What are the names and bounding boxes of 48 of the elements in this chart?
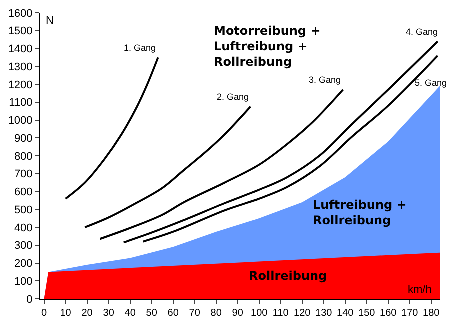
series-label: Rollreibung [249, 269, 328, 283]
line-series [84, 106, 252, 228]
x-tick-label: 50 [146, 308, 158, 319]
y-axis-title: N [46, 15, 54, 27]
x-tick-label: 130 [316, 308, 333, 319]
y-tick-label: 1600 [8, 8, 33, 20]
y-tick-label: 1200 [8, 79, 33, 92]
y-tick-label: 600 [14, 186, 33, 199]
series-label: 3. Gang [309, 75, 342, 85]
x-tick-label: 0 [42, 308, 48, 319]
x-tick-label: 20 [82, 308, 94, 319]
x-tick-label: 70 [189, 308, 201, 319]
x-tick-label: 170 [402, 308, 419, 319]
x-tick-label: 120 [294, 308, 312, 319]
series-label: 1. Gang [124, 43, 156, 53]
y-tick-label: 1000 [8, 115, 33, 128]
x-tick-label: 140 [337, 308, 354, 319]
annotation: Motorreibung + Luftreibung + Rollreibung [214, 24, 321, 70]
x-axis-title: km/h [408, 284, 432, 296]
y-tick-label: 800 [14, 150, 33, 163]
y-tick-label: 200 [14, 258, 33, 270]
y-tick-label: 400 [14, 222, 33, 234]
y-tick-label: 1400 [8, 44, 33, 56]
y-tick-label: 500 [14, 204, 33, 216]
y-tick-label: 900 [14, 132, 33, 145]
y-tick-label: 1100 [9, 97, 33, 110]
x-tick-label: 100 [251, 308, 268, 319]
x-tick-label: 40 [124, 308, 136, 319]
x-tick-label: 10 [60, 308, 72, 319]
series-label: Luftreibung + Rollreibung [313, 198, 407, 228]
x-tick-label: 110 [272, 308, 290, 319]
y-tick-label: 1300 [8, 61, 33, 74]
y-tick-label: 1500 [8, 26, 33, 38]
x-tick-label: 90 [232, 308, 244, 319]
y-tick-label: 0 [26, 294, 33, 306]
x-tick-label: 80 [210, 308, 222, 319]
x-tick-label: 60 [168, 308, 180, 319]
series-label: 2. Gang [217, 92, 250, 102]
x-tick-label: 30 [103, 308, 115, 319]
x-tick-label: 180 [423, 308, 440, 319]
line-series [64, 56, 160, 200]
series-label: 5. Gang [415, 78, 448, 88]
y-tick-label: 300 [14, 240, 33, 252]
y-tick-label: 700 [14, 168, 33, 181]
series-label: 4. Gang [406, 27, 438, 37]
x-tick-label: 150 [358, 308, 376, 319]
x-tick-label: 160 [380, 308, 398, 319]
y-tick-label: 100 [14, 276, 33, 288]
